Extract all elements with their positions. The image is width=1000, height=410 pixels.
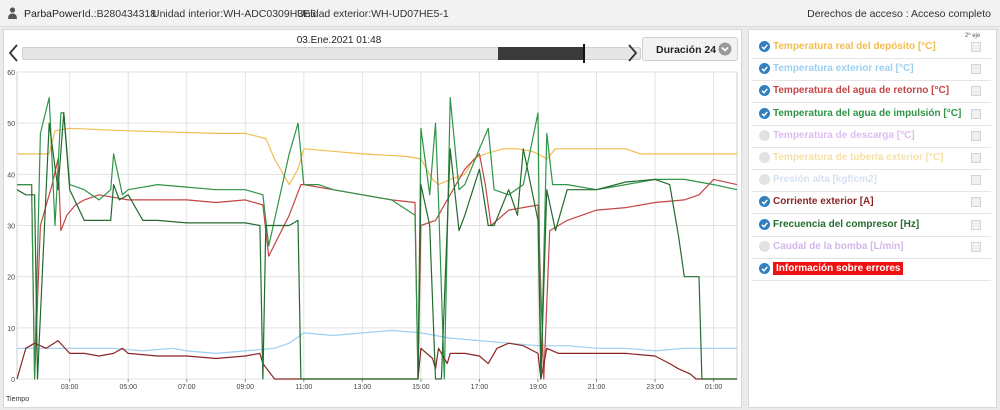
series-label: Temperatura de tubería exterior [°C] [773,152,944,163]
x-tick-label: 07:00 [178,384,196,391]
secondary-axis-checkbox[interactable] [971,86,981,97]
secondary-axis-checkbox[interactable] [971,42,981,52]
user-icon [8,7,17,19]
x-tick-label: 01:00 [705,384,723,391]
y-tick-label: 50 [7,121,15,128]
checkbox-checked-icon[interactable] [759,218,770,230]
y-tick-label: 20 [7,275,15,282]
x-tick-label: 15:00 [412,384,430,391]
series-label: Frecuencia del compresor [Hz] [773,218,920,230]
secondary-axis-checkbox[interactable] [971,108,981,119]
y-tick-label: 10 [7,326,15,333]
y-tick-label: 60 [7,70,15,77]
x-tick-label: 23:00 [646,384,664,391]
x-tick-label: 17:00 [471,384,489,391]
series-label: Presión alta [kgf/cm2] [773,174,877,186]
outdoor-unit: Unidad exterior:WH-UD07HE5-1 [297,8,449,20]
series-label: Información sobre errores [773,262,904,275]
series-toggle[interactable]: Caudal de la bomba [L/min] [752,236,991,259]
x-tick-label: 05:00 [119,384,137,391]
brand-name: ParbaPower [24,8,82,20]
secondary-axis-checkbox[interactable] [971,130,981,141]
timeline-cursor[interactable] [583,44,586,63]
checkbox-checked-icon[interactable] [759,41,770,52]
series-label: Temperatura exterior real [°C] [773,63,914,75]
x-tick-label: 11:00 [295,384,312,391]
series-toggle[interactable]: Temperatura de tubería exterior [°C] [752,147,991,170]
series-toggle[interactable]: Presión alta [kgf/cm2] [752,169,991,193]
series-toggle[interactable]: Temperatura exterior real [°C] [752,58,991,82]
checkbox-unchecked-icon[interactable] [759,152,770,163]
x-tick-label: 21:00 [588,384,606,391]
x-tick-label: 19:00 [529,384,547,391]
series-label: Temperatura de descarga [°C] [773,129,915,141]
checkbox-unchecked-icon[interactable] [759,174,770,186]
series-line [17,97,738,380]
x-axis-label: Tiempo [6,396,29,403]
x-tick-label: 13:00 [354,384,372,391]
checkbox-unchecked-icon[interactable] [759,240,770,252]
previous-arrow-icon[interactable] [6,42,22,64]
chart-panel: 03.Ene.2021 01:48 Duración 24 h 0 10 20 30 4… [3,29,742,408]
secondary-axis-checkbox[interactable] [971,153,981,163]
secondary-axis-checkbox[interactable] [971,241,981,252]
access-rights: Derechos de acceso : Acceso completo [807,8,991,20]
x-tick-label: 09:00 [237,384,255,391]
series-label: Temperatura real del depósito [°C] [773,41,936,52]
series-toggle[interactable]: Temperatura del agua de retorno [°C] [752,80,991,104]
y-tick-label: 40 [7,172,15,179]
series-toggle[interactable]: Corriente exterior [A] [752,191,991,215]
series-toggle[interactable]: Temperatura de descarga [°C] [752,125,991,148]
y-tick-label: 0 [11,377,15,384]
duration-select[interactable]: Duración 24 h [642,37,738,61]
secondary-axis-checkbox[interactable] [971,197,981,208]
device-id: Id.:B280434318 [82,8,157,20]
series-toggle[interactable]: Temperatura real del depósito [°C] [752,36,991,59]
current-datetime: 03.Ene.2021 01:48 [296,35,382,46]
series-toggle[interactable]: Información sobre errores [752,258,991,281]
series-line [16,340,737,380]
y-tick-label: 30 [7,224,15,231]
checkbox-checked-icon[interactable] [759,196,770,208]
duration-label: Duración 24 h [656,44,726,56]
series-label: Temperatura del agua de retorno [°C] [773,85,950,97]
checkbox-checked-icon[interactable] [759,107,770,119]
timeline-slider[interactable] [22,44,641,63]
checkbox-checked-icon[interactable] [759,85,770,97]
secondary-axis-checkbox[interactable] [971,175,981,186]
series-label: Temperatura del agua de impulsión [°C] [773,107,962,119]
series-line [17,329,737,354]
series-toggle[interactable]: Temperatura del agua de impulsión [°C] [752,103,991,126]
top-bar: ParbaPower Id.:B280434318 Unidad interio… [0,0,1000,27]
secondary-axis-checkbox[interactable] [971,219,981,230]
checkbox-unchecked-icon[interactable] [759,129,770,141]
series-panel: 2º eje Temperatura real del depósito [°C… [748,29,997,408]
x-tick-label: 03:00 [61,384,79,391]
chevron-down-icon [718,42,732,56]
indoor-unit: Unidad interior:WH-ADC0309H3E5 [152,8,316,20]
series-toggle[interactable]: Frecuencia del compresor [Hz] [752,214,991,237]
timeline-window[interactable] [498,47,585,60]
series-label: Caudal de la bomba [L/min] [773,240,904,252]
next-arrow-icon[interactable] [624,42,640,64]
secondary-axis-checkbox[interactable] [971,64,981,75]
line-chart: 0 10 20 30 40 50 60 03:00 05:00 07:00 09:00 11:00 13… [6,70,738,403]
series-line [16,112,737,380]
secondary-axis-header: 2º eje [965,33,981,39]
checkbox-checked-icon[interactable] [759,63,770,75]
series-label: Corriente exterior [A] [773,196,874,208]
checkbox-checked-icon[interactable] [759,263,770,274]
